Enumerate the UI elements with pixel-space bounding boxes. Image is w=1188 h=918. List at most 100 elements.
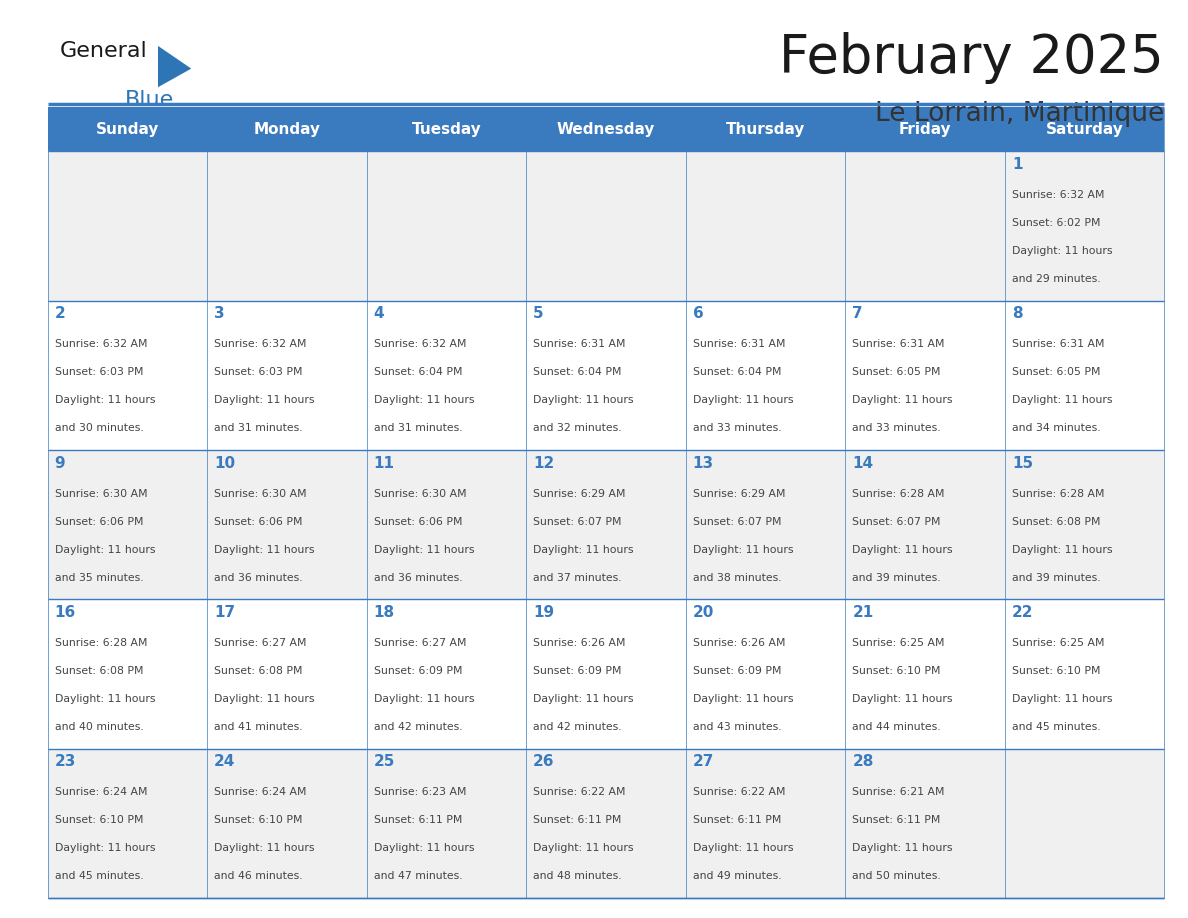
Text: Daylight: 11 hours: Daylight: 11 hours: [55, 844, 156, 853]
Text: 6: 6: [693, 307, 703, 321]
Text: Daylight: 11 hours: Daylight: 11 hours: [852, 694, 953, 704]
Text: 21: 21: [852, 605, 873, 620]
Text: Sunset: 6:08 PM: Sunset: 6:08 PM: [214, 666, 303, 676]
Text: Friday: Friday: [898, 122, 952, 137]
Text: Sunset: 6:09 PM: Sunset: 6:09 PM: [533, 666, 621, 676]
Text: Daylight: 11 hours: Daylight: 11 hours: [852, 396, 953, 406]
Text: Sunrise: 6:24 AM: Sunrise: 6:24 AM: [55, 787, 147, 797]
Text: 26: 26: [533, 754, 555, 769]
Text: Sunset: 6:11 PM: Sunset: 6:11 PM: [374, 815, 462, 825]
Text: Daylight: 11 hours: Daylight: 11 hours: [533, 396, 633, 406]
Text: Sunset: 6:05 PM: Sunset: 6:05 PM: [852, 367, 941, 377]
Text: and 36 minutes.: and 36 minutes.: [214, 573, 303, 583]
Text: and 35 minutes.: and 35 minutes.: [55, 573, 144, 583]
Text: Sunset: 6:04 PM: Sunset: 6:04 PM: [374, 367, 462, 377]
Text: Daylight: 11 hours: Daylight: 11 hours: [214, 694, 315, 704]
Bar: [48, 301, 1164, 450]
Text: Daylight: 11 hours: Daylight: 11 hours: [693, 844, 794, 853]
Bar: [48, 748, 1164, 898]
Text: Sunset: 6:09 PM: Sunset: 6:09 PM: [374, 666, 462, 676]
Text: 2: 2: [55, 307, 65, 321]
Text: Daylight: 11 hours: Daylight: 11 hours: [533, 544, 633, 554]
Text: 11: 11: [374, 455, 394, 471]
Text: Daylight: 11 hours: Daylight: 11 hours: [533, 844, 633, 853]
Text: 20: 20: [693, 605, 714, 620]
Text: Sunrise: 6:27 AM: Sunrise: 6:27 AM: [214, 638, 307, 648]
Text: Daylight: 11 hours: Daylight: 11 hours: [214, 396, 315, 406]
Text: Sunset: 6:09 PM: Sunset: 6:09 PM: [693, 666, 782, 676]
Text: and 49 minutes.: and 49 minutes.: [693, 871, 782, 881]
Text: Saturday: Saturday: [1045, 122, 1124, 137]
Text: Sunset: 6:11 PM: Sunset: 6:11 PM: [533, 815, 621, 825]
Text: 27: 27: [693, 754, 714, 769]
Text: 3: 3: [214, 307, 225, 321]
Text: Daylight: 11 hours: Daylight: 11 hours: [374, 694, 474, 704]
Text: and 30 minutes.: and 30 minutes.: [55, 423, 144, 433]
Text: 1: 1: [1012, 157, 1023, 172]
Text: Sunset: 6:10 PM: Sunset: 6:10 PM: [1012, 666, 1100, 676]
Text: Tuesday: Tuesday: [411, 122, 481, 137]
Text: 7: 7: [852, 307, 862, 321]
Text: and 37 minutes.: and 37 minutes.: [533, 573, 621, 583]
Text: and 48 minutes.: and 48 minutes.: [533, 871, 621, 881]
Text: Sunrise: 6:31 AM: Sunrise: 6:31 AM: [693, 340, 785, 349]
Text: Sunset: 6:06 PM: Sunset: 6:06 PM: [55, 517, 143, 527]
Text: Sunrise: 6:25 AM: Sunrise: 6:25 AM: [1012, 638, 1105, 648]
Text: Sunrise: 6:23 AM: Sunrise: 6:23 AM: [374, 787, 466, 797]
Text: Sunday: Sunday: [95, 122, 159, 137]
Text: Sunrise: 6:28 AM: Sunrise: 6:28 AM: [852, 488, 944, 498]
Text: Daylight: 11 hours: Daylight: 11 hours: [1012, 246, 1112, 256]
Text: Sunrise: 6:28 AM: Sunrise: 6:28 AM: [1012, 488, 1105, 498]
Text: and 45 minutes.: and 45 minutes.: [1012, 722, 1100, 732]
Text: and 50 minutes.: and 50 minutes.: [852, 871, 941, 881]
Text: and 44 minutes.: and 44 minutes.: [852, 722, 941, 732]
Text: Sunrise: 6:31 AM: Sunrise: 6:31 AM: [852, 340, 944, 349]
Text: Sunset: 6:06 PM: Sunset: 6:06 PM: [214, 517, 303, 527]
Bar: [48, 599, 1164, 748]
Text: Sunrise: 6:28 AM: Sunrise: 6:28 AM: [55, 638, 147, 648]
Text: Daylight: 11 hours: Daylight: 11 hours: [214, 844, 315, 853]
Text: 18: 18: [374, 605, 394, 620]
Text: and 33 minutes.: and 33 minutes.: [693, 423, 782, 433]
Text: and 45 minutes.: and 45 minutes.: [55, 871, 144, 881]
Bar: [48, 450, 1164, 599]
Text: and 33 minutes.: and 33 minutes.: [852, 423, 941, 433]
Text: Sunset: 6:02 PM: Sunset: 6:02 PM: [1012, 218, 1100, 228]
Text: 4: 4: [374, 307, 385, 321]
Text: Sunrise: 6:31 AM: Sunrise: 6:31 AM: [1012, 340, 1105, 349]
Text: Sunrise: 6:26 AM: Sunrise: 6:26 AM: [533, 638, 626, 648]
Text: Sunset: 6:08 PM: Sunset: 6:08 PM: [1012, 517, 1100, 527]
Polygon shape: [158, 46, 191, 87]
Text: Sunset: 6:06 PM: Sunset: 6:06 PM: [374, 517, 462, 527]
Text: Daylight: 11 hours: Daylight: 11 hours: [374, 844, 474, 853]
Text: Sunrise: 6:32 AM: Sunrise: 6:32 AM: [374, 340, 466, 349]
Text: 15: 15: [1012, 455, 1032, 471]
Text: Daylight: 11 hours: Daylight: 11 hours: [55, 544, 156, 554]
Text: Sunset: 6:03 PM: Sunset: 6:03 PM: [55, 367, 143, 377]
Text: Daylight: 11 hours: Daylight: 11 hours: [1012, 694, 1112, 704]
Text: Sunrise: 6:31 AM: Sunrise: 6:31 AM: [533, 340, 626, 349]
Text: Daylight: 11 hours: Daylight: 11 hours: [55, 396, 156, 406]
Text: Monday: Monday: [253, 122, 321, 137]
Text: and 42 minutes.: and 42 minutes.: [374, 722, 462, 732]
Text: and 39 minutes.: and 39 minutes.: [852, 573, 941, 583]
Text: General: General: [59, 41, 147, 62]
Text: Daylight: 11 hours: Daylight: 11 hours: [693, 544, 794, 554]
Text: and 32 minutes.: and 32 minutes.: [533, 423, 621, 433]
Text: Sunrise: 6:32 AM: Sunrise: 6:32 AM: [55, 340, 147, 349]
Text: Daylight: 11 hours: Daylight: 11 hours: [214, 544, 315, 554]
Text: Sunrise: 6:22 AM: Sunrise: 6:22 AM: [693, 787, 785, 797]
Text: and 36 minutes.: and 36 minutes.: [374, 573, 462, 583]
Text: Sunrise: 6:30 AM: Sunrise: 6:30 AM: [214, 488, 307, 498]
Text: February 2025: February 2025: [779, 32, 1164, 84]
Text: 14: 14: [852, 455, 873, 471]
Text: Sunrise: 6:26 AM: Sunrise: 6:26 AM: [693, 638, 785, 648]
Text: Daylight: 11 hours: Daylight: 11 hours: [533, 694, 633, 704]
Text: Sunrise: 6:22 AM: Sunrise: 6:22 AM: [533, 787, 626, 797]
Bar: [48, 107, 1164, 151]
Text: Sunset: 6:08 PM: Sunset: 6:08 PM: [55, 666, 143, 676]
Text: 9: 9: [55, 455, 65, 471]
Text: 10: 10: [214, 455, 235, 471]
Text: Daylight: 11 hours: Daylight: 11 hours: [852, 844, 953, 853]
Text: 28: 28: [852, 754, 873, 769]
